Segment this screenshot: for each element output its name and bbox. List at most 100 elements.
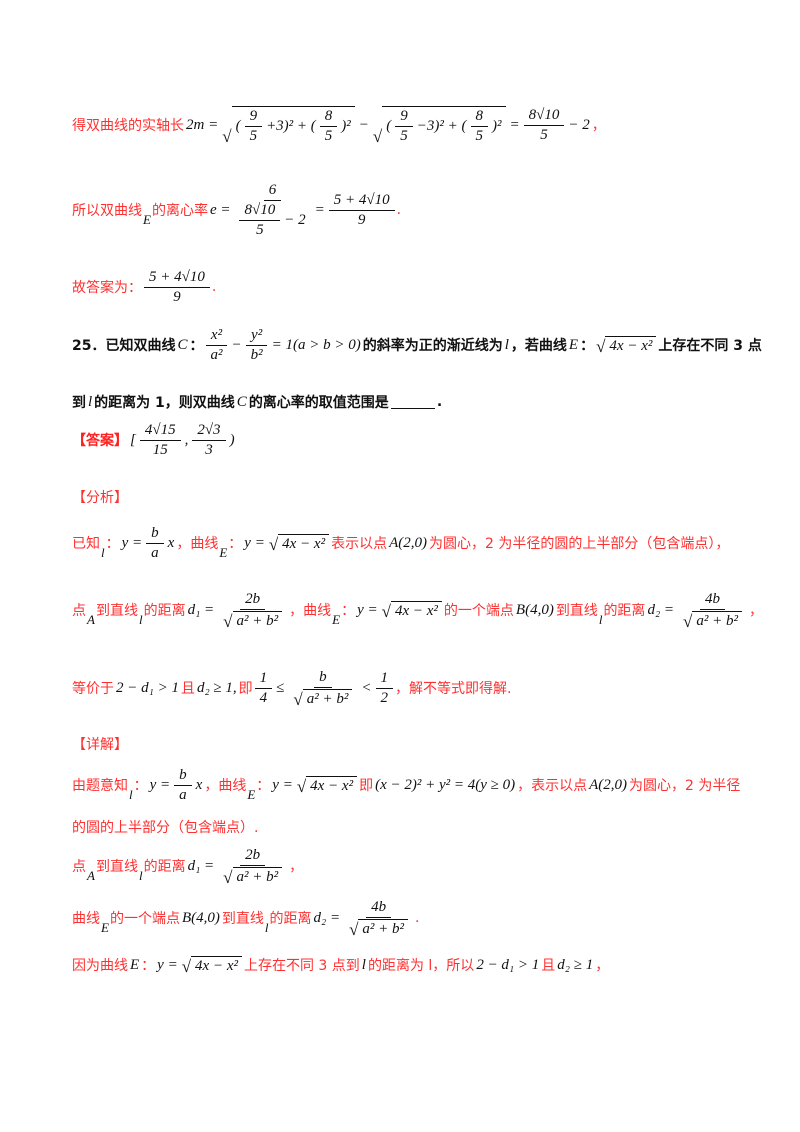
text: ： bbox=[256, 778, 271, 794]
answer-conclusion-line: 故答案为： 5 + 4√10 9. bbox=[72, 269, 216, 306]
math: b bbox=[179, 766, 187, 783]
numerator: 1 bbox=[254, 669, 273, 689]
text: ： bbox=[228, 536, 243, 552]
math: 8√10 bbox=[244, 201, 276, 218]
question-text: 到 bbox=[72, 395, 86, 411]
math: e = bbox=[209, 201, 231, 218]
text: 等价于 bbox=[72, 681, 114, 697]
numerator: 2b bbox=[240, 591, 266, 610]
math: 5 + 4√10 bbox=[149, 268, 205, 285]
math: 4x − x² bbox=[394, 602, 438, 619]
math: a bbox=[151, 544, 159, 561]
math: 5 bbox=[249, 127, 258, 144]
text: ， bbox=[595, 958, 610, 974]
text: 得双曲线的实轴长 bbox=[72, 118, 184, 134]
denominator: √ a² + b² bbox=[288, 688, 357, 708]
math: C bbox=[236, 393, 247, 410]
math: 4x − x² bbox=[310, 777, 354, 794]
square-root: √ 4x − x² bbox=[297, 775, 358, 795]
math: d₂ ≥ 1, bbox=[196, 679, 237, 696]
math-symbol: l bbox=[101, 545, 105, 560]
math: 3 bbox=[205, 441, 213, 458]
denominator: a bbox=[174, 786, 192, 804]
math: y = bbox=[121, 534, 143, 551]
numerator: 2√3 bbox=[192, 422, 226, 441]
math: 8 bbox=[475, 107, 484, 124]
radicand: a² + b² bbox=[358, 918, 409, 938]
text: 即 bbox=[238, 681, 253, 697]
text: ， bbox=[289, 859, 304, 875]
question-text: 25．已知双曲线 bbox=[72, 338, 176, 354]
denominator: √ a² + b² bbox=[678, 610, 747, 630]
text: ，解不等式即得解. bbox=[395, 681, 512, 697]
detail-line-4: 曲线 E 的一个端点 B(4,0) 到直线 l 的距离 d₂ = 4b √ a² + b². bbox=[72, 899, 420, 938]
denominator: 5 bbox=[535, 126, 553, 144]
math: l bbox=[88, 393, 93, 410]
denominator: 5 bbox=[471, 127, 489, 145]
text: 点 bbox=[72, 859, 86, 875]
text: 因为曲线 bbox=[72, 958, 128, 974]
square-root: √ a² + b² bbox=[349, 918, 409, 938]
square-root: √ 4x − x² bbox=[596, 335, 657, 355]
math: = 1(a > b > 0) bbox=[271, 336, 361, 353]
question-text: 上存在不同 3 点 bbox=[658, 338, 762, 354]
math-symbol: l bbox=[129, 787, 133, 802]
math: a² + b² bbox=[362, 920, 405, 937]
math: 5 bbox=[400, 127, 408, 144]
question-text: 的距离为 1，则双曲线 bbox=[94, 395, 235, 411]
math: 9 bbox=[249, 107, 258, 124]
question-25-line-1: 25．已知双曲线 C： x² a² − y² b² = 1(a > b > 0) 的斜率为正的渐… bbox=[72, 327, 762, 364]
math: y = bbox=[149, 776, 171, 793]
math: (x − 2)² + y² = 4(y ≥ 0) bbox=[375, 776, 516, 793]
math: 5 bbox=[540, 126, 548, 143]
math: a² + b² bbox=[236, 868, 279, 885]
math: y = bbox=[272, 776, 293, 793]
text: 故答案为： bbox=[72, 280, 142, 296]
text: 表示以点 bbox=[331, 536, 388, 552]
detail-line-3: 点 A 到直线 l 的距离 d₁ = 2b √ a² + b² ， bbox=[72, 847, 303, 886]
answer-line: 【答案】[4√15 15, 2√3 3) bbox=[72, 422, 237, 459]
math: 15 bbox=[152, 441, 168, 458]
text: ，曲线 bbox=[204, 778, 247, 794]
radical-sign: √ bbox=[222, 126, 232, 146]
text: 由题意知 bbox=[72, 778, 128, 794]
math: a bbox=[179, 786, 187, 803]
fraction: 6 8√10 5 − 2 bbox=[234, 182, 310, 239]
text: 且 bbox=[541, 958, 556, 974]
math: 8 bbox=[324, 107, 333, 124]
radicand: a² + b² bbox=[692, 610, 742, 630]
math: −3)² + ( bbox=[416, 117, 467, 134]
denominator: a² bbox=[206, 346, 228, 364]
math: 4b bbox=[705, 590, 721, 607]
math: b² bbox=[250, 346, 263, 363]
numerator: 4b bbox=[700, 590, 726, 610]
math: E bbox=[568, 336, 579, 353]
denominator: 15 bbox=[148, 441, 173, 459]
math: y = bbox=[244, 534, 265, 551]
numerator: b bbox=[314, 669, 332, 688]
math: b bbox=[151, 524, 159, 541]
radicand: 4x − x² bbox=[390, 600, 442, 620]
math: [ bbox=[130, 431, 136, 448]
fraction: 2b √ a² + b² bbox=[218, 591, 287, 630]
math: 1 bbox=[259, 669, 268, 686]
text: 到直线 bbox=[95, 859, 138, 875]
text: 的距离 bbox=[143, 859, 186, 875]
radical-sign: √ bbox=[223, 611, 233, 631]
numerator: 1 bbox=[375, 670, 393, 689]
math: a² + b² bbox=[696, 612, 738, 629]
math: d₂ = bbox=[313, 909, 341, 926]
math: − 2 bbox=[568, 116, 590, 133]
numerator: 5 + 4√10 bbox=[144, 269, 210, 288]
math: y = bbox=[157, 956, 178, 973]
denominator: 5 bbox=[395, 127, 413, 145]
text: 点 bbox=[72, 603, 86, 619]
math-symbol: A bbox=[87, 612, 95, 627]
math: − bbox=[358, 116, 369, 133]
text: 到直线 bbox=[221, 911, 264, 927]
math: 4√15 bbox=[144, 421, 176, 438]
text: 的离心率 bbox=[151, 203, 208, 219]
